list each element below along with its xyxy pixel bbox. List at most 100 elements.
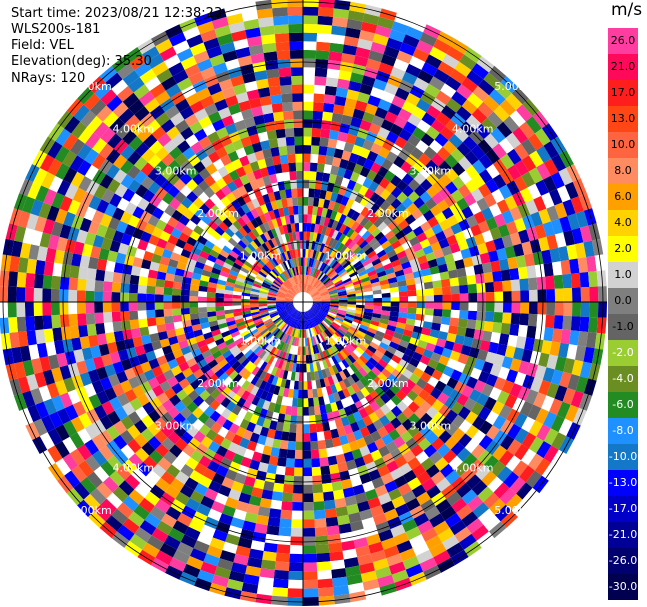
ray-gate xyxy=(365,360,375,371)
ray-gate xyxy=(319,289,328,295)
ray-gate xyxy=(521,171,536,188)
ray-gate xyxy=(107,455,123,471)
ray-gate xyxy=(263,51,278,62)
ray-gate xyxy=(521,448,537,466)
colorbar-tick-label: -1.0 xyxy=(612,320,633,333)
ray-gate xyxy=(290,327,295,337)
ray-gate xyxy=(16,302,26,317)
ray-gate xyxy=(303,101,314,111)
ray-gate xyxy=(380,314,390,321)
ray-gate xyxy=(359,426,371,438)
ray-gate xyxy=(280,216,287,226)
ray-gate xyxy=(275,377,283,387)
ray-gate xyxy=(396,412,409,424)
ray-gate xyxy=(429,513,445,528)
ray-gate xyxy=(305,283,308,293)
ray-gate xyxy=(310,258,315,268)
ray-gate xyxy=(231,383,242,394)
ray-gate xyxy=(120,159,134,175)
ray-gate xyxy=(405,318,416,326)
ray-gate xyxy=(253,478,265,490)
ray-gate xyxy=(308,397,314,407)
ray-gate xyxy=(233,311,243,317)
ray-gate xyxy=(232,262,242,270)
ray-gate xyxy=(210,170,223,182)
ray-gate xyxy=(346,574,363,586)
ray-gate xyxy=(431,369,443,381)
ray-gate xyxy=(400,208,412,220)
ray-gate xyxy=(562,315,572,331)
ray-gate xyxy=(241,10,259,22)
ray-gate xyxy=(550,171,565,189)
ray-gate xyxy=(292,493,303,503)
ray-gate xyxy=(312,475,323,485)
ray-gate xyxy=(318,287,327,293)
ray-gate xyxy=(381,240,392,250)
ray-gate xyxy=(154,430,168,444)
ray-gate xyxy=(329,346,337,356)
colorbar-swatch xyxy=(608,470,638,496)
ray-gate xyxy=(413,419,427,432)
ray-gate xyxy=(235,147,247,159)
ray-gate xyxy=(325,255,332,265)
ray-gate xyxy=(64,239,77,254)
ray-gate xyxy=(293,127,303,137)
ray-gate xyxy=(250,540,265,551)
ray-gate xyxy=(383,333,394,342)
ray-gate xyxy=(394,269,405,277)
ray-gate xyxy=(387,373,399,384)
ray-gate xyxy=(513,243,525,257)
ray-gate xyxy=(435,256,447,266)
ray-gate xyxy=(224,430,236,442)
ray-gate xyxy=(511,290,521,302)
ray-gate xyxy=(575,210,589,228)
ray-gate xyxy=(258,270,267,278)
ray-gate xyxy=(367,497,381,509)
ray-gate xyxy=(420,221,432,233)
ray-gate xyxy=(62,251,74,266)
ray-gate xyxy=(374,206,385,218)
ray-gate xyxy=(157,263,169,273)
ray-gate xyxy=(445,513,462,528)
ray-gate xyxy=(91,434,106,451)
ray-gate xyxy=(386,249,397,259)
ray-gate xyxy=(257,258,266,267)
ray-gate xyxy=(261,352,270,362)
ray-gate xyxy=(304,283,306,293)
ray-gate xyxy=(240,236,250,246)
ray-gate xyxy=(217,279,227,286)
nrays-label: NRays: 120 xyxy=(11,71,86,86)
ray-gate xyxy=(371,316,381,323)
ray-gate xyxy=(461,99,478,115)
ray-gate xyxy=(289,49,303,59)
ray-gate xyxy=(304,320,308,330)
ray-gate xyxy=(195,148,209,161)
ray-gate xyxy=(197,358,208,369)
ray-gate xyxy=(506,220,519,235)
ray-gate xyxy=(251,198,261,209)
ray-gate xyxy=(446,358,458,370)
ray-gate xyxy=(219,345,230,355)
colorbar-swatch xyxy=(608,288,638,314)
ray-gate xyxy=(321,296,330,300)
ray-gate xyxy=(349,340,358,350)
ray-gate xyxy=(410,147,424,160)
ray-gate xyxy=(290,527,303,537)
ray-gate xyxy=(245,338,255,347)
ray-gate xyxy=(353,55,369,67)
ray-gate xyxy=(314,280,322,289)
ray-gate xyxy=(321,305,330,310)
ray-gate xyxy=(291,286,298,295)
ray-gate xyxy=(269,248,277,258)
ray-gate xyxy=(253,114,265,126)
ray-gate xyxy=(323,102,335,113)
ray-gate xyxy=(211,329,221,337)
ray-gate xyxy=(538,236,550,252)
ray-gate xyxy=(329,551,344,562)
ray-gate xyxy=(386,37,403,51)
ray-gate xyxy=(114,406,128,421)
ray-gate xyxy=(417,255,428,265)
ray-gate xyxy=(63,420,78,437)
ray-gate xyxy=(313,501,325,511)
ray-gate xyxy=(327,285,336,291)
